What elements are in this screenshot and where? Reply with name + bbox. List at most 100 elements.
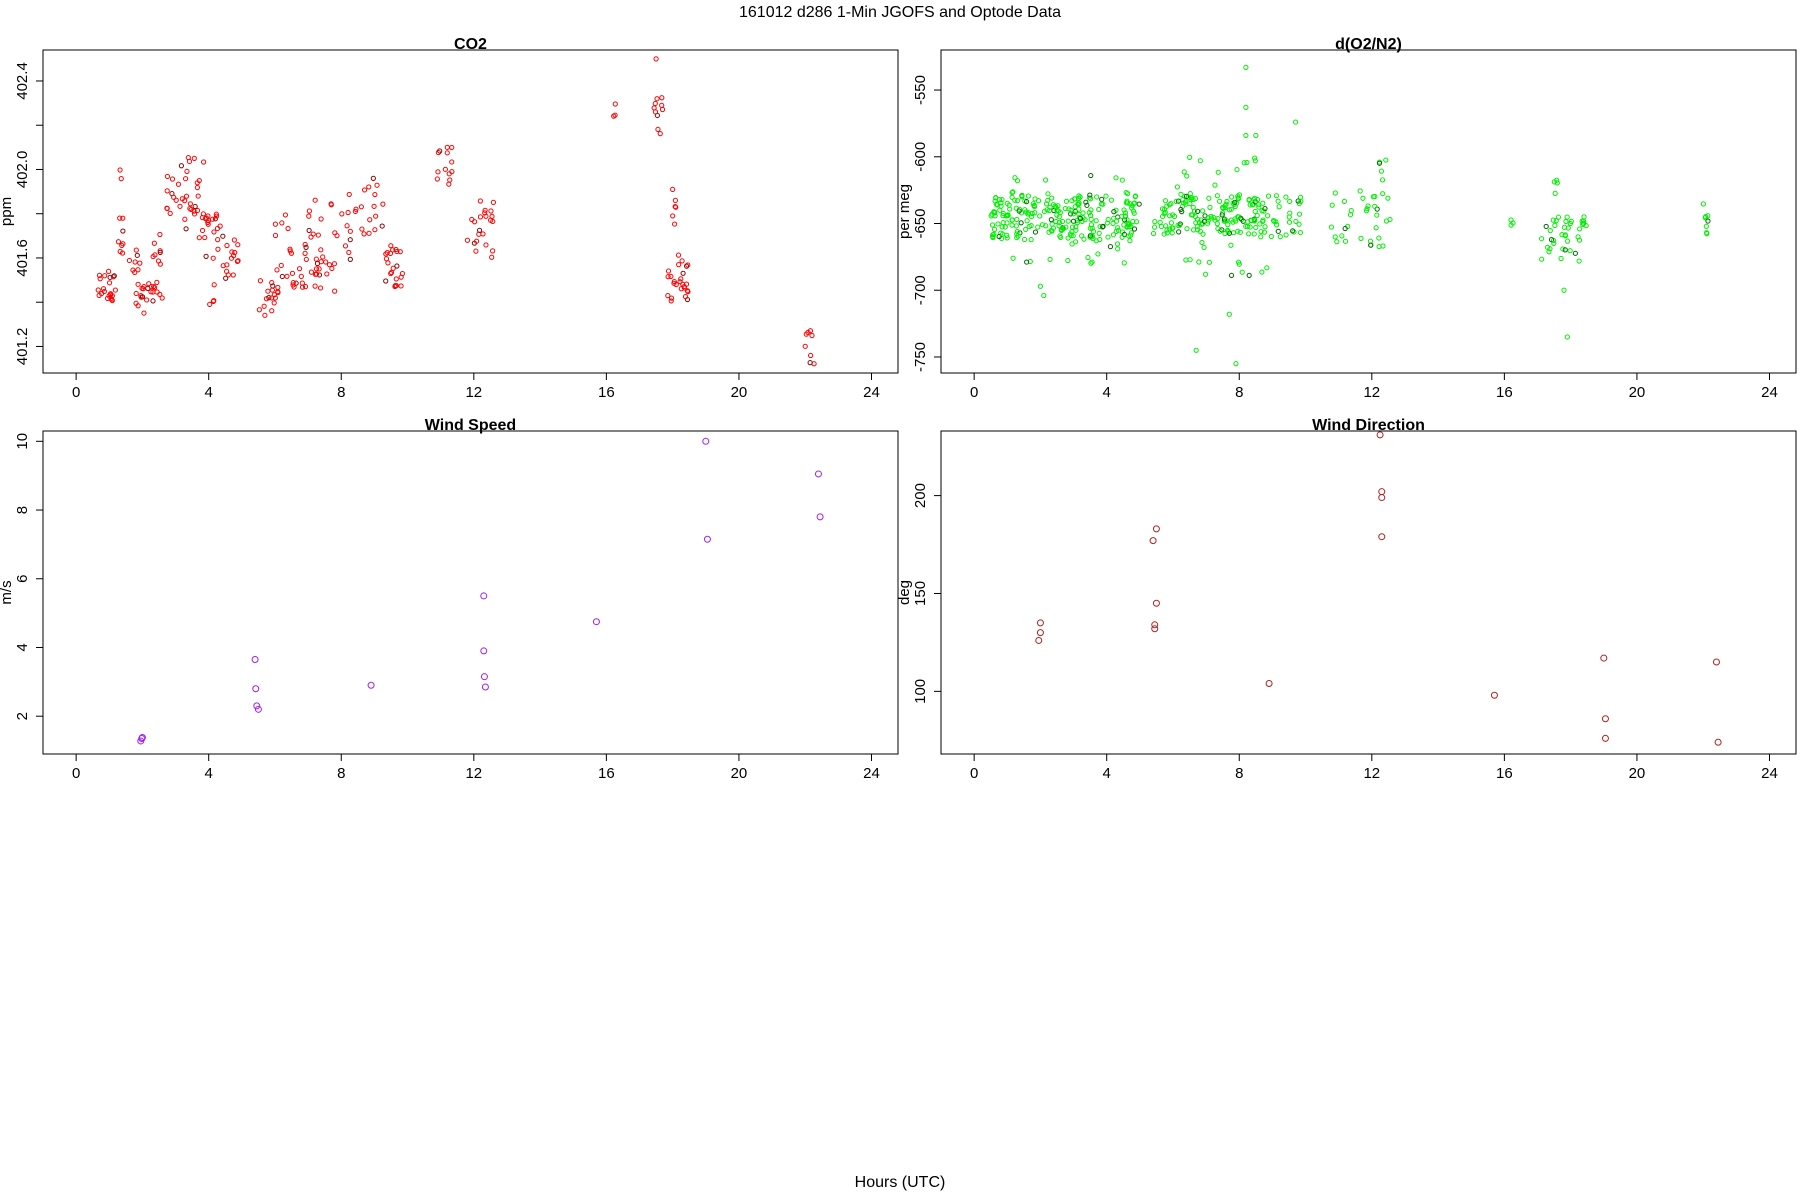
data-point <box>673 204 679 210</box>
data-point <box>1273 193 1280 199</box>
data-point <box>175 181 182 187</box>
data-point <box>1342 238 1349 244</box>
x-tick-label: 12 <box>1363 765 1380 782</box>
data-point <box>1053 218 1059 225</box>
data-point <box>271 300 277 306</box>
data-point <box>119 242 125 248</box>
data-point <box>342 243 349 249</box>
data-point <box>1195 208 1201 214</box>
data-point <box>1558 255 1564 262</box>
data-point <box>380 201 386 207</box>
data-point <box>1107 244 1114 250</box>
data-point <box>1199 239 1205 246</box>
data-point <box>1082 217 1088 223</box>
data-point <box>372 191 378 198</box>
data-point <box>1068 232 1074 239</box>
x-tick-label: 16 <box>1496 765 1513 782</box>
data-point <box>1247 202 1253 208</box>
data-point <box>275 289 281 296</box>
x-tick-label: 8 <box>1235 765 1243 782</box>
data-point <box>118 176 124 182</box>
data-point <box>1080 210 1086 216</box>
data-point <box>1246 272 1252 278</box>
x-tick-label: 0 <box>970 765 978 782</box>
data-point <box>1219 212 1225 218</box>
data-point <box>373 213 379 219</box>
data-point <box>231 237 237 243</box>
data-point <box>1124 200 1131 206</box>
data-point <box>398 283 404 289</box>
data-point <box>329 265 335 272</box>
data-point <box>1043 223 1049 229</box>
data-point <box>1010 255 1016 261</box>
data-point <box>278 262 284 269</box>
data-point <box>1564 334 1570 340</box>
data-point <box>302 284 309 290</box>
data-point <box>481 683 489 691</box>
data-point <box>1205 218 1211 224</box>
y-tick-label: 402.0 <box>14 151 31 189</box>
data-point <box>210 255 216 261</box>
data-point <box>1258 234 1264 240</box>
data-point <box>1035 636 1043 644</box>
data-point <box>1066 206 1072 212</box>
data-point <box>1235 228 1241 234</box>
data-point <box>1119 213 1125 219</box>
data-point <box>312 283 318 289</box>
data-point <box>1347 212 1354 218</box>
data-point <box>489 254 495 260</box>
data-point <box>211 282 217 288</box>
data-point <box>488 208 494 214</box>
data-point <box>1000 220 1006 226</box>
data-point <box>476 227 483 233</box>
data-point <box>449 144 455 151</box>
data-point <box>132 269 138 275</box>
data-point <box>807 360 813 366</box>
data-point <box>104 295 111 301</box>
x-tick-label: 16 <box>598 384 615 401</box>
data-point <box>1041 208 1047 215</box>
data-point <box>164 205 170 212</box>
data-point <box>186 158 193 165</box>
data-point <box>232 249 238 256</box>
data-point <box>990 234 996 241</box>
data-point <box>1115 225 1121 231</box>
data-point <box>279 273 285 280</box>
data-point <box>1173 198 1179 205</box>
data-point <box>392 283 398 289</box>
data-point <box>1379 177 1386 183</box>
data-point <box>312 271 319 277</box>
data-point <box>339 211 345 217</box>
data-point <box>379 223 385 229</box>
data-point <box>194 207 201 214</box>
data-point <box>177 203 183 209</box>
data-point <box>282 212 289 218</box>
data-point <box>652 109 659 115</box>
x-tick-label: 24 <box>863 765 880 782</box>
data-point <box>151 283 157 290</box>
x-tick-label: 20 <box>731 765 748 782</box>
data-point <box>653 56 659 62</box>
data-point <box>1704 230 1710 237</box>
chart-title: CO2 <box>454 36 487 53</box>
data-point <box>1095 251 1101 257</box>
x-tick-label: 12 <box>1363 384 1380 401</box>
data-point <box>384 249 390 256</box>
data-point <box>1581 214 1587 220</box>
data-point <box>1208 215 1215 221</box>
data-point <box>592 618 600 626</box>
data-point <box>816 513 824 521</box>
data-point <box>164 188 170 194</box>
data-point <box>316 266 322 272</box>
data-point <box>1374 212 1380 218</box>
data-point <box>676 262 682 268</box>
data-point <box>199 227 206 234</box>
data-point <box>1224 198 1230 205</box>
x-tick-label: 24 <box>863 384 880 401</box>
data-point <box>1136 201 1142 207</box>
data-point <box>383 256 390 262</box>
data-point <box>252 685 260 693</box>
data-point <box>1190 227 1197 233</box>
